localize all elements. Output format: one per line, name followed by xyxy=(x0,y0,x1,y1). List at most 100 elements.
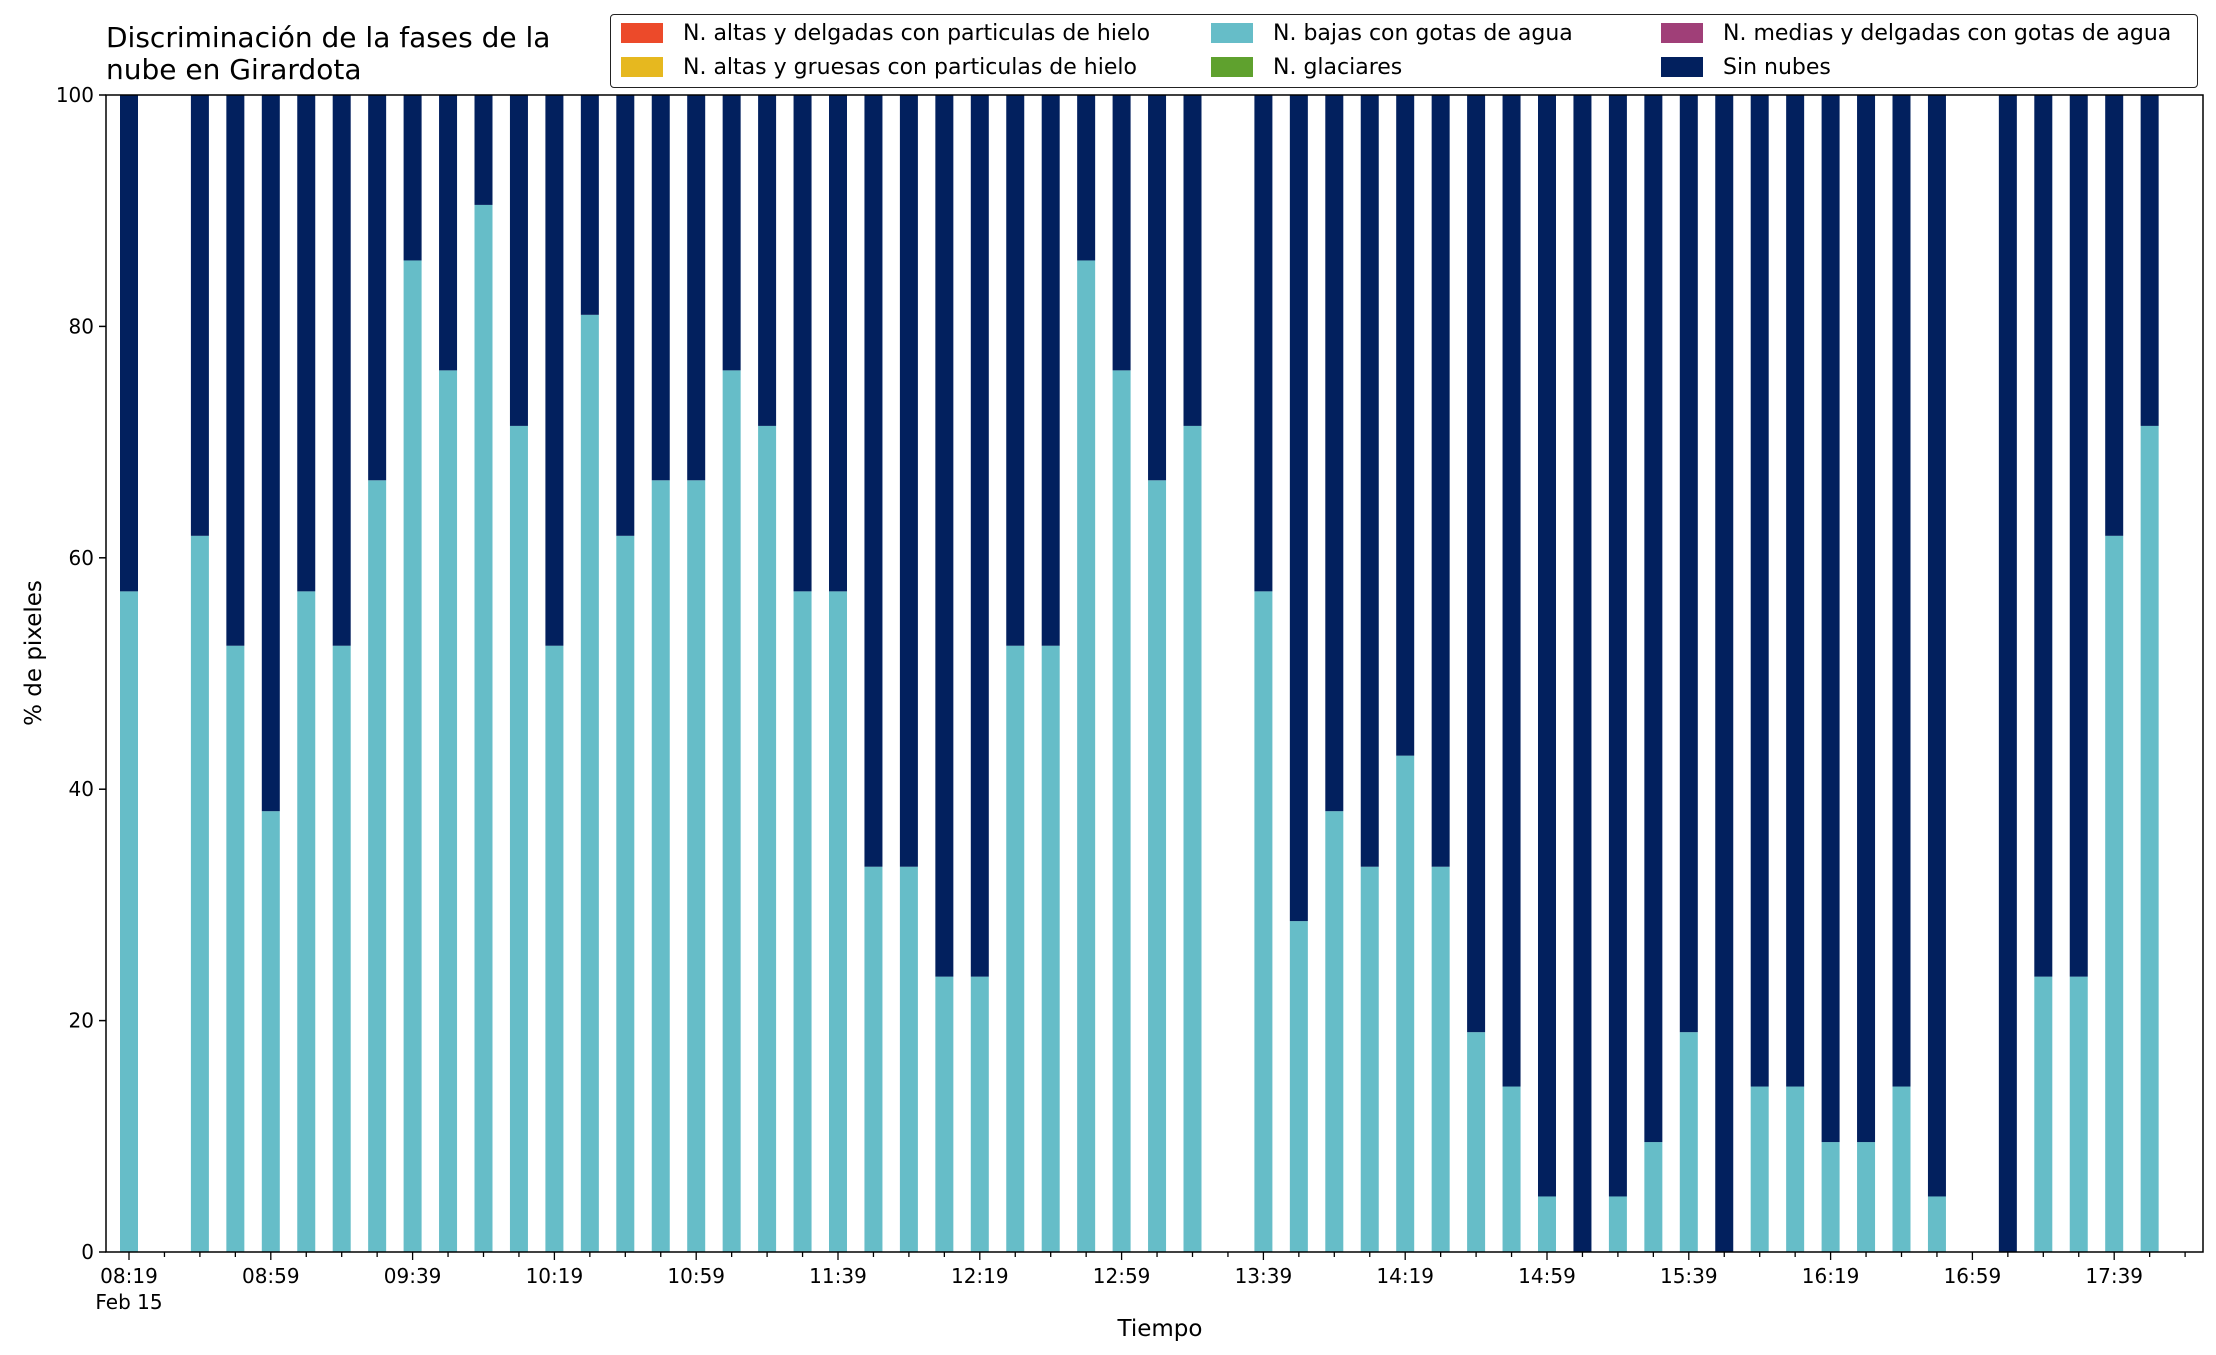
bar-segment-2-50 xyxy=(1892,1086,1911,1252)
legend-item-3: N. glaciares xyxy=(1211,53,1402,81)
bar-segment-5-55 xyxy=(2069,95,2088,977)
bar-segment-5-50 xyxy=(1892,95,1911,1087)
bar-segment-2-43 xyxy=(1644,1142,1663,1252)
legend-swatch-3 xyxy=(1211,57,1253,77)
bar-segment-5-28 xyxy=(1112,95,1131,371)
y-axis: 0 20 40 60 80 100 xyxy=(56,83,106,1264)
bar-segment-5-9 xyxy=(439,95,458,371)
bar-segment-2-42 xyxy=(1608,1196,1627,1252)
bar-segment-5-53 xyxy=(1998,95,2017,1252)
bar-segment-2-55 xyxy=(2069,976,2088,1252)
x-tick-label-1: 08:59 xyxy=(242,1264,300,1288)
legend-swatch-2 xyxy=(1211,23,1253,43)
bars-group xyxy=(120,95,2159,1253)
bar-segment-2-57 xyxy=(2140,425,2159,1253)
bar-segment-5-12 xyxy=(545,95,564,646)
chart-title: Discriminación de la fases de la nube en… xyxy=(106,22,626,86)
bar-segment-5-41 xyxy=(1573,95,1592,1252)
bar-segment-5-56 xyxy=(2105,95,2124,536)
bar-segment-5-6 xyxy=(332,95,351,646)
legend-swatch-4 xyxy=(1661,23,1703,43)
bar-segment-5-48 xyxy=(1821,95,1840,1143)
bar-segment-2-10 xyxy=(474,204,493,1252)
bar-segment-5-30 xyxy=(1183,95,1202,426)
bar-segment-5-42 xyxy=(1608,95,1627,1197)
bar-segment-2-44 xyxy=(1679,1032,1698,1252)
bar-segment-5-29 xyxy=(1148,95,1167,481)
bar-segment-5-2 xyxy=(190,95,209,536)
bar-segment-2-29 xyxy=(1148,480,1167,1252)
bar-segment-2-15 xyxy=(651,480,670,1252)
bar-segment-5-44 xyxy=(1679,95,1698,1033)
bar-segment-5-20 xyxy=(829,95,847,592)
x-tick-label-7: 12:59 xyxy=(1093,1264,1151,1288)
legend-swatch-1 xyxy=(621,57,663,77)
legend-item-5: Sin nubes xyxy=(1661,53,1831,81)
bar-segment-2-47 xyxy=(1786,1086,1805,1252)
legend-label-1: N. altas y gruesas con particulas de hie… xyxy=(683,54,1137,80)
bar-segment-2-18 xyxy=(758,425,777,1253)
bar-segment-2-56 xyxy=(2105,535,2124,1252)
bar-segment-5-17 xyxy=(722,95,741,371)
bar-segment-5-3 xyxy=(226,95,245,646)
x-tick-label-9: 14:19 xyxy=(1376,1264,1434,1288)
bar-segment-2-32 xyxy=(1254,591,1273,1252)
bar-segment-2-7 xyxy=(368,480,387,1252)
legend-label-5: Sin nubes xyxy=(1723,54,1831,80)
bar-segment-2-6 xyxy=(332,645,351,1252)
x-tick-label-0: 08:19 xyxy=(100,1264,158,1288)
bar-segment-2-5 xyxy=(297,591,316,1252)
bar-segment-2-11 xyxy=(509,425,528,1253)
bar-segment-2-12 xyxy=(545,645,564,1252)
chart-title-line-1: Discriminación de la fases de la xyxy=(106,21,551,54)
y-tick-label-0: 0 xyxy=(81,1240,94,1264)
y-tick-label-4: 80 xyxy=(69,314,94,338)
bar-segment-2-34 xyxy=(1325,811,1344,1252)
bar-segment-2-51 xyxy=(1927,1196,1946,1252)
bar-segment-2-14 xyxy=(616,535,635,1252)
bar-segment-2-21 xyxy=(864,866,883,1252)
x-tick-label-6: 12:19 xyxy=(951,1264,1009,1288)
bar-segment-5-35 xyxy=(1360,95,1379,867)
bar-segment-2-20 xyxy=(829,591,847,1252)
legend-item-4: N. medias y delgadas con gotas de agua xyxy=(1661,19,2171,47)
x-tick-label-8: 13:39 xyxy=(1235,1264,1293,1288)
bar-segment-5-51 xyxy=(1927,95,1946,1197)
bar-segment-2-13 xyxy=(580,314,599,1253)
x-tick-label-3: 10:19 xyxy=(526,1264,584,1288)
bar-segment-2-38 xyxy=(1467,1032,1486,1252)
bar-segment-5-24 xyxy=(970,95,989,977)
bar-segment-5-34 xyxy=(1325,95,1344,812)
bar-segment-2-33 xyxy=(1289,921,1308,1252)
bar-segment-5-32 xyxy=(1254,95,1273,592)
legend: N. altas y delgadas con particulas de hi… xyxy=(610,14,2198,88)
bar-segment-5-37 xyxy=(1431,95,1450,867)
bar-segment-2-23 xyxy=(935,976,954,1252)
bar-segment-5-7 xyxy=(368,95,387,481)
bar-segment-2-49 xyxy=(1857,1142,1876,1252)
legend-item-1: N. altas y gruesas con particulas de hie… xyxy=(621,53,1137,81)
bar-segment-2-28 xyxy=(1112,370,1131,1253)
bar-segment-5-0 xyxy=(120,95,138,592)
bar-segment-5-8 xyxy=(403,95,422,261)
bar-segment-2-46 xyxy=(1750,1086,1769,1252)
x-tick-label-10: 14:59 xyxy=(1518,1264,1576,1288)
bar-segment-2-16 xyxy=(687,480,706,1252)
x-tick-label-13: 16:59 xyxy=(1944,1264,2002,1288)
bar-segment-5-49 xyxy=(1857,95,1876,1143)
legend-item-0: N. altas y delgadas con particulas de hi… xyxy=(621,19,1150,47)
bar-segment-2-19 xyxy=(793,591,812,1252)
y-tick-label-2: 40 xyxy=(69,777,94,801)
bar-segment-5-38 xyxy=(1467,95,1486,1033)
bar-segment-5-5 xyxy=(297,95,316,592)
bar-segment-5-33 xyxy=(1289,95,1308,922)
bar-segment-2-37 xyxy=(1431,866,1450,1252)
bar-segment-2-40 xyxy=(1538,1196,1556,1252)
bar-segment-5-18 xyxy=(758,95,777,426)
legend-label-4: N. medias y delgadas con gotas de agua xyxy=(1723,20,2172,46)
bar-segment-5-15 xyxy=(651,95,670,481)
bar-segment-5-16 xyxy=(687,95,706,481)
bar-segment-5-43 xyxy=(1644,95,1663,1143)
x-tick-label-12: 16:19 xyxy=(1802,1264,1860,1288)
